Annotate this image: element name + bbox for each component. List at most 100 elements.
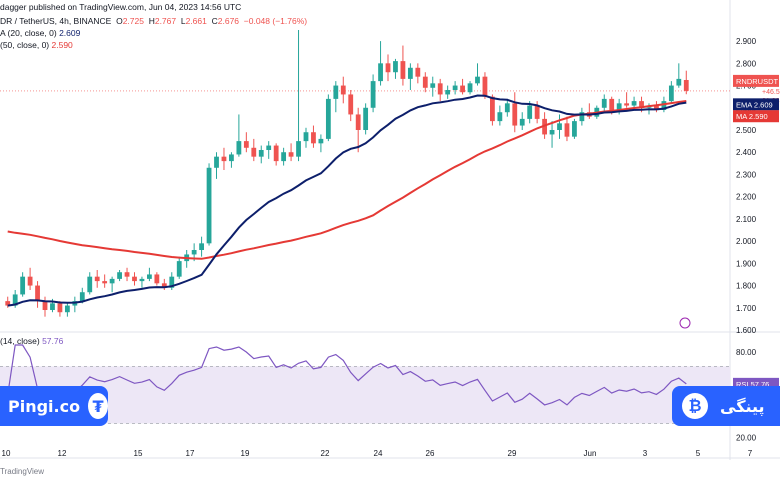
- candle-body: [504, 103, 510, 113]
- candle-body: [303, 132, 309, 142]
- time-tick-label: 3: [643, 449, 648, 458]
- candle-body: [221, 156, 227, 162]
- rsi-legend[interactable]: (14, close) 57.76: [0, 336, 63, 346]
- ema-legend[interactable]: A (20, close, 0) 2.609: [0, 28, 80, 38]
- flash-icon: [679, 317, 691, 329]
- open-value: 2.725: [122, 16, 144, 26]
- candle-body: [527, 105, 533, 119]
- candle-body: [147, 274, 152, 279]
- high-label: H: [148, 16, 155, 26]
- candle-body: [281, 152, 287, 162]
- candle-body: [12, 294, 18, 306]
- price-tick-label: 1.600: [736, 326, 757, 335]
- candle-body: [430, 83, 436, 88]
- time-tick-label: 29: [508, 449, 517, 458]
- low-label: L: [180, 16, 186, 26]
- candle-body: [50, 303, 55, 310]
- candle-body: [42, 301, 48, 310]
- candle-body: [325, 98, 331, 139]
- rsi-legend-value: 57.76: [42, 336, 64, 346]
- candle-body: [79, 292, 85, 302]
- candle-body: [639, 101, 644, 108]
- candle-body: [370, 81, 376, 108]
- candle-body: [601, 98, 607, 108]
- candle-body: [512, 103, 518, 126]
- candle-body: [355, 114, 361, 130]
- price-tick-label: 2.800: [736, 59, 757, 68]
- candle-body: [475, 76, 480, 84]
- candle-body: [661, 101, 667, 110]
- candle-body: [415, 67, 421, 77]
- candle-body: [251, 147, 257, 157]
- candle-body: [191, 250, 197, 255]
- candle-body: [243, 141, 249, 148]
- candle-body: [161, 283, 167, 288]
- candle-body: [668, 85, 674, 102]
- sma-price-tag: MA 2.590: [736, 112, 768, 121]
- ema-price-tag-bg: [733, 98, 779, 111]
- candle-body: [199, 243, 204, 250]
- candle-body: [385, 63, 391, 73]
- ema-legend-label: A (20, close, 0): [0, 28, 57, 38]
- sma-legend-label: (50, close, 0): [0, 40, 50, 50]
- low-value: 2.661: [185, 16, 207, 26]
- ohlc-line: DR / TetherUS, 4h, BINANCE O2.725 H2.767…: [0, 16, 307, 26]
- time-tick-label: 5: [696, 449, 701, 458]
- candle-body: [452, 85, 458, 90]
- time-tick-label: 19: [241, 449, 250, 458]
- candle-body: [467, 83, 473, 93]
- symbol-name[interactable]: DR / TetherUS, 4h, BINANCE: [0, 16, 112, 26]
- candle-body: [348, 94, 354, 115]
- candle-body: [117, 272, 122, 279]
- candle-body: [445, 90, 451, 95]
- candle-body: [437, 83, 443, 95]
- time-tick-label: Jun: [584, 449, 597, 458]
- candle-body: [109, 278, 115, 284]
- last-change-label: +46.5: [762, 89, 780, 96]
- candle-body: [497, 112, 503, 122]
- rsi-tick-label: 20.00: [736, 434, 757, 443]
- candle-body: [572, 121, 577, 137]
- candle-body: [407, 67, 413, 79]
- candle-body: [27, 276, 33, 286]
- candle-body: [87, 276, 93, 293]
- time-tick-label: 22: [321, 449, 330, 458]
- candle-body: [490, 96, 495, 122]
- candle-body: [266, 145, 272, 150]
- price-tick-label: 2.900: [736, 37, 757, 46]
- candle-body: [273, 145, 279, 162]
- candle-body: [20, 276, 26, 295]
- price-tick-label: 1.800: [736, 282, 757, 291]
- candle-body: [258, 150, 264, 157]
- candle-body: [318, 138, 324, 144]
- candle-body: [176, 261, 182, 277]
- candle-body: [616, 103, 622, 110]
- time-tick-label: 17: [186, 449, 195, 458]
- last-price-tag-bg: [733, 74, 779, 87]
- candle-body: [564, 123, 570, 137]
- pingi-banner-right[interactable]: ₿ پینگی: [672, 386, 780, 426]
- candle-body: [400, 61, 406, 79]
- tradingview-footer[interactable]: TradingView: [0, 467, 45, 476]
- high-value: 2.767: [154, 16, 177, 26]
- price-tick-label: 1.700: [736, 304, 757, 313]
- candle-body: [229, 154, 234, 162]
- sma-price-tag-bg: [733, 110, 779, 123]
- sma-legend[interactable]: (50, close, 0) 2.590: [0, 40, 73, 50]
- candle-body: [624, 103, 630, 106]
- candle-body: [333, 85, 339, 99]
- rsi-band: [0, 366, 730, 424]
- candle-body: [654, 105, 659, 110]
- candle-body: [102, 281, 108, 284]
- candle-body: [94, 276, 100, 282]
- price-tick-label: 1.900: [736, 259, 757, 268]
- candle-body: [296, 141, 301, 157]
- pingi-banner-left[interactable]: Pingi.co ₮: [0, 386, 108, 426]
- sma50-line: [7, 100, 687, 260]
- candle-body: [139, 278, 145, 282]
- sma-legend-value: 2.590: [51, 40, 73, 50]
- price-tick-label: 2.300: [736, 170, 757, 179]
- time-tick-label: 15: [134, 449, 143, 458]
